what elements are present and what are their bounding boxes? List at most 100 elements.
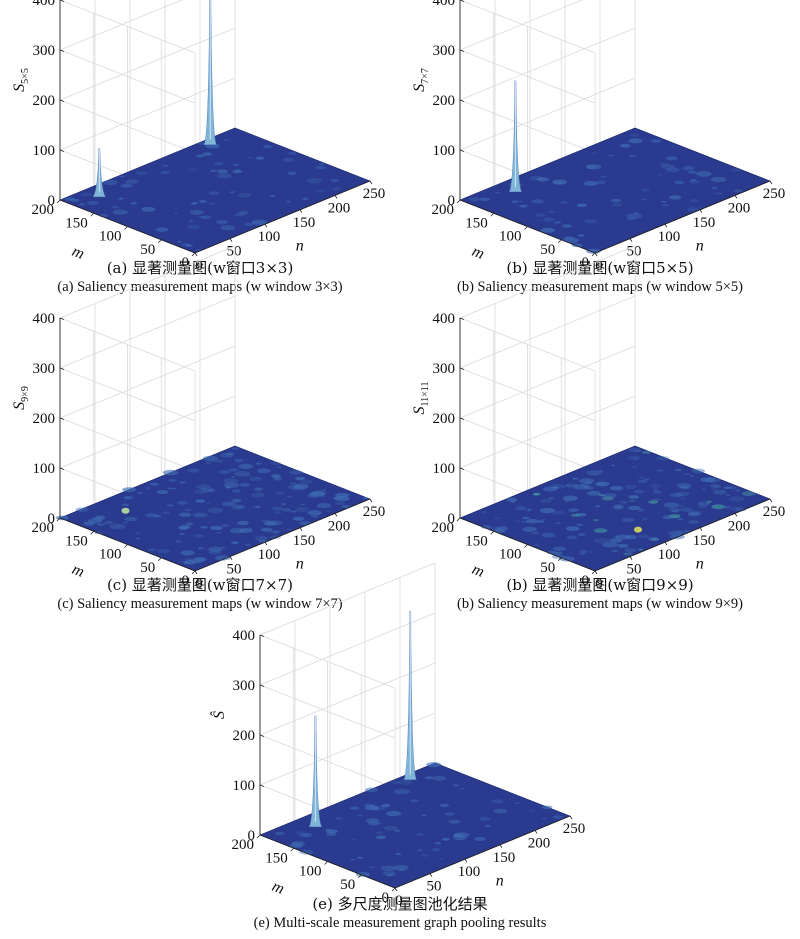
surface-speckle [184,560,197,565]
z-tick-label: 0 [48,511,56,527]
surface-speckle [474,837,486,841]
n-axis-label: n [696,556,704,573]
surface-speckle [566,535,578,540]
z-tick-label: 300 [433,43,456,59]
surface-speckle [393,864,409,871]
surface-speckle [668,530,683,536]
surface-speckle [215,459,224,463]
surface-speckle [579,549,588,553]
surface-speckle [506,497,518,502]
surface-speckle [548,210,556,214]
surface-speckle [214,555,231,561]
surface-speckle [600,175,607,178]
surface-speckle [321,489,327,491]
surface-speckle [232,163,240,166]
surface-speckle [668,507,681,512]
surface-speckle [299,849,314,855]
surface-speckle [324,828,332,831]
z-axis-label-sub: 7×7 [420,68,431,84]
surface-speckle [653,488,658,491]
surface-speckle [398,868,406,872]
surface-speckle [687,170,697,174]
surface-speckle [530,809,535,812]
m-tick-label: 0 [182,255,190,271]
n-tick-label: 0 [195,576,203,592]
surface-speckle [268,530,278,534]
surface-speckle [602,541,618,548]
m-tick-label: 200 [32,202,55,218]
surface-speckle [277,466,282,468]
surface-speckle [676,491,690,497]
surface-speckle [631,465,638,468]
surface-speckle [610,198,622,203]
surface-speckle [586,165,597,169]
surface-speckle [644,478,650,481]
surface-speckle [624,484,637,489]
n-tick-label: 250 [763,186,786,202]
surface-speckle [697,502,704,506]
surface-speckle [287,528,292,531]
surface-speckle [285,200,292,203]
peak-2 [403,610,417,780]
surface-texture [468,133,744,254]
surface-speckle [452,784,460,787]
n-tick-label: 50 [427,879,442,895]
surface-speckle [653,490,662,494]
m-tick [591,570,596,575]
surface-speckle [690,179,697,182]
surface-speckle [555,551,563,555]
surface-speckle [416,833,425,836]
surface-speckle [560,201,568,204]
caption-c-en: (c) Saliency measurement maps (w window … [57,596,343,612]
m-tick [557,557,562,562]
surface-speckle [493,528,506,533]
n-tick-label: 250 [363,504,386,520]
surface-speckle [238,463,254,469]
peak-1 [121,507,130,514]
surface-speckle [332,496,341,500]
surface-speckle [102,179,118,185]
surface-speckle [439,803,450,808]
m-tick-label: 50 [340,877,355,893]
surface-speckle [493,808,508,814]
surface-speckle [186,522,194,526]
surface-speckle [522,526,537,532]
surface-speckle [444,812,455,816]
n-tick [734,195,738,199]
surface-speckle [563,499,570,502]
caption-c-cn: (c) 显著测量图(w窗口7×7) [106,576,294,594]
surface-speckle [223,478,239,484]
surface-speckle [237,192,252,198]
surface-speckle [675,529,690,535]
caption-e-cn: (e) 多尺度测量图池化结果 [312,895,488,913]
chart-e-svg: 0100200300400Ŝ050100150200m0501001502002… [209,562,585,909]
surface-speckle [332,187,341,191]
surface-speckle [383,825,399,831]
surface-speckle [727,486,738,490]
grid-line [458,345,636,472]
surface-speckle [633,489,644,494]
m-tick-label: 0 [182,573,190,589]
grid-line [58,295,236,422]
n-tick-label: 150 [693,215,716,231]
surface-speckle [628,505,641,511]
surface-speckle [155,227,169,232]
surface-speckle [563,237,579,243]
surface-speckle [210,525,223,531]
n-tick [299,209,303,214]
surface-speckle [75,507,89,513]
surface-speckle [669,493,683,498]
surface-speckle [679,507,693,512]
surface-speckle [529,176,543,181]
n-tick [594,570,598,575]
surface-speckle [258,539,267,543]
surface-speckle [287,151,297,155]
m-tick-label: 50 [540,242,555,258]
surface-speckle [390,780,400,784]
surface-speckle [611,202,622,207]
surface-speckle [288,484,301,490]
z-tick [59,317,65,320]
surface-speckle [208,191,220,196]
surface-speckle [733,189,744,193]
n-axis-line [594,498,771,572]
